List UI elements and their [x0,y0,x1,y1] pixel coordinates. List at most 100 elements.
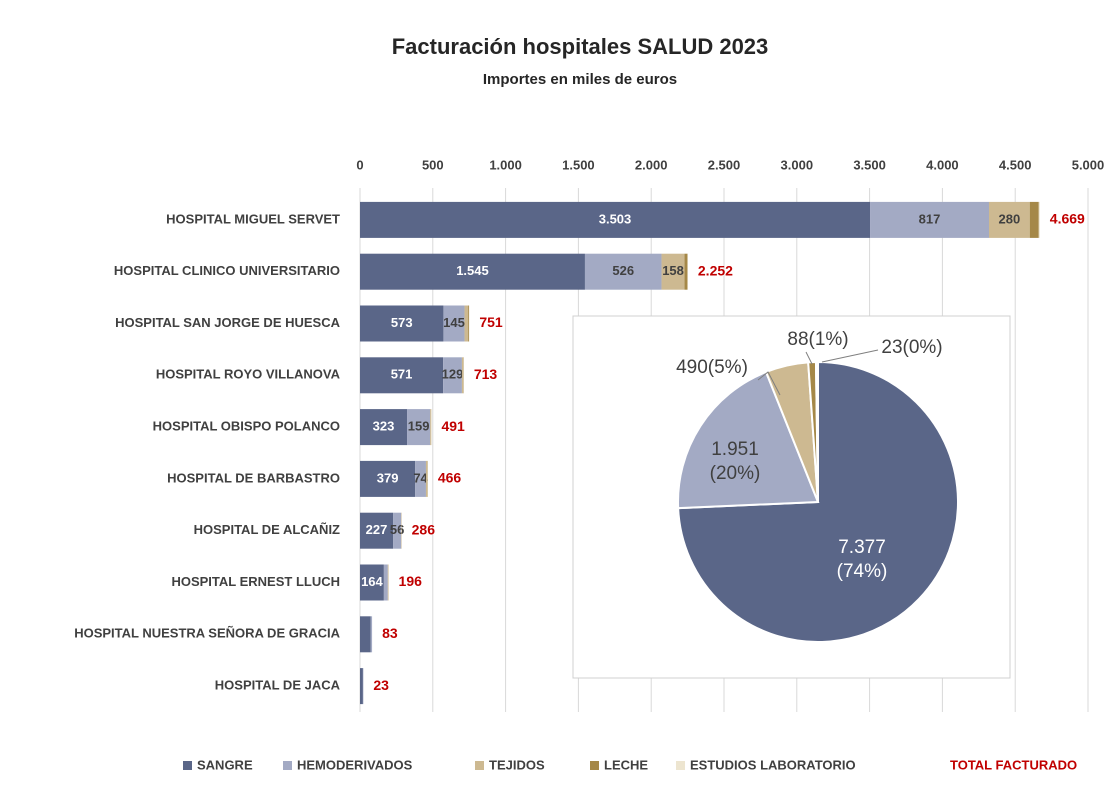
legend-label: HEMODERIVADOS [297,757,413,772]
chart-subtitle: Importes en miles de euros [483,71,677,88]
data-label: 164 [361,574,383,589]
bar-segment [464,305,469,342]
pie [677,360,959,643]
bar-segment [360,668,363,705]
category-label: HOSPITAL DE ALCAÑIZ [194,522,340,537]
data-label: 227 [366,522,388,537]
bar-segment [430,409,432,446]
pie-label: 1.951 (20%) [709,439,761,484]
data-label: 526 [612,263,634,278]
bars: 3.503 817 280 4.669 1.545 526 158 2.252 573 145 75… [360,201,1085,705]
bar-segment [360,305,444,342]
total-label: 491 [441,418,465,434]
pie-label: 490(5%) [676,357,748,378]
pie-label: 7.377 (74%) [836,537,888,582]
x-tick-label: 2.500 [708,157,741,172]
pie-label: 23(0%) [881,337,943,358]
legend-swatch [183,761,192,770]
data-label: 323 [373,419,395,434]
total-label: 751 [479,314,503,330]
pie-slice [814,360,819,503]
bar-segment [360,616,371,653]
total-label: 196 [399,573,423,589]
bar-segment [461,357,464,394]
bar-segment [360,253,585,290]
bar-segment [584,253,662,290]
x-tick-label: 1.500 [562,157,595,172]
data-label: 573 [391,315,413,330]
bar-segment [684,253,688,290]
total-label: 23 [373,677,389,693]
bar-segment [661,253,685,290]
category-label: HOSPITAL DE BARBASTRO [167,470,340,485]
bar-segment [443,357,462,394]
legend-label: SANGRE [197,757,253,772]
total-label: 4.669 [1050,211,1085,227]
data-label: 145 [443,315,465,330]
bar-segment [360,357,444,394]
data-label: 158 [662,263,684,278]
legend: SANGRE HEMODERIVADOS TEJIDOS LECHE ESTUDIOS … [183,757,1077,772]
x-tick-label: 3.000 [781,157,814,172]
legend-label: LECHE [604,757,648,772]
legend-swatch [590,761,599,770]
legend-swatch [475,761,484,770]
bar-segment [383,564,388,601]
bar-segment [387,564,389,601]
bar-segment [370,616,373,653]
data-label: 1.545 [456,263,489,278]
data-label: 74 [413,470,428,485]
data-label: 817 [919,211,941,226]
total-label: 466 [438,470,462,486]
category-label: HOSPITAL NUESTRA SEÑORA DE GRACIA [74,626,340,641]
data-label: 159 [408,419,430,434]
pie-label: 88(1%) [787,329,849,350]
x-tick-label: 4.500 [999,157,1032,172]
bar-segment [407,409,431,446]
total-label: 286 [412,521,436,537]
category-label: HOSPITAL SAN JORGE DE HUESCA [115,315,340,330]
data-label: 129 [442,367,464,382]
data-label: 379 [377,470,399,485]
bar-segment [360,564,384,601]
category-label: HOSPITAL ERNEST LLUCH [171,574,340,589]
x-tick-label: 500 [422,157,444,172]
data-label: 571 [391,367,413,382]
x-tick-label: 0 [356,157,363,172]
category-label: HOSPITAL DE JACA [215,678,341,693]
x-tick-label: 2.000 [635,157,668,172]
category-label: HOSPITAL CLINICO UNIVERSITARIO [114,263,340,278]
bar-segment [1029,201,1039,238]
total-label: 83 [382,625,398,641]
bar-segment [870,201,989,238]
data-label: 56 [390,522,404,537]
category-label: HOSPITAL MIGUEL SERVET [166,211,340,226]
bar-segment [443,305,465,342]
bar-segment [360,512,394,549]
leader-line [821,349,879,363]
legend-swatch [283,761,292,770]
category-label: HOSPITAL ROYO VILLANOVA [156,367,341,382]
data-label: 280 [999,211,1021,226]
bar-segment [425,460,428,497]
leader-line [757,371,781,396]
total-label: 713 [474,366,498,382]
bar-segment [360,460,416,497]
legend-label: TOTAL FACTURADO [950,757,1077,772]
bar-segment [360,201,871,238]
leader-lines [757,349,879,396]
legend-label: TEJIDOS [489,757,545,772]
total-label: 2.252 [698,262,733,278]
pie-slice [677,370,820,510]
bar-segment [468,305,470,342]
legend-label: ESTUDIOS LABORATORIO [690,757,856,772]
leader-line [805,351,813,365]
bar-segment [1038,201,1040,238]
x-tick-label: 5.000 [1072,157,1105,172]
x-tick-label: 4.000 [926,157,959,172]
x-tick-label: 1.000 [489,157,522,172]
chart-title: Facturación hospitales SALUD 2023 [392,34,769,59]
bar-segment [360,409,408,446]
